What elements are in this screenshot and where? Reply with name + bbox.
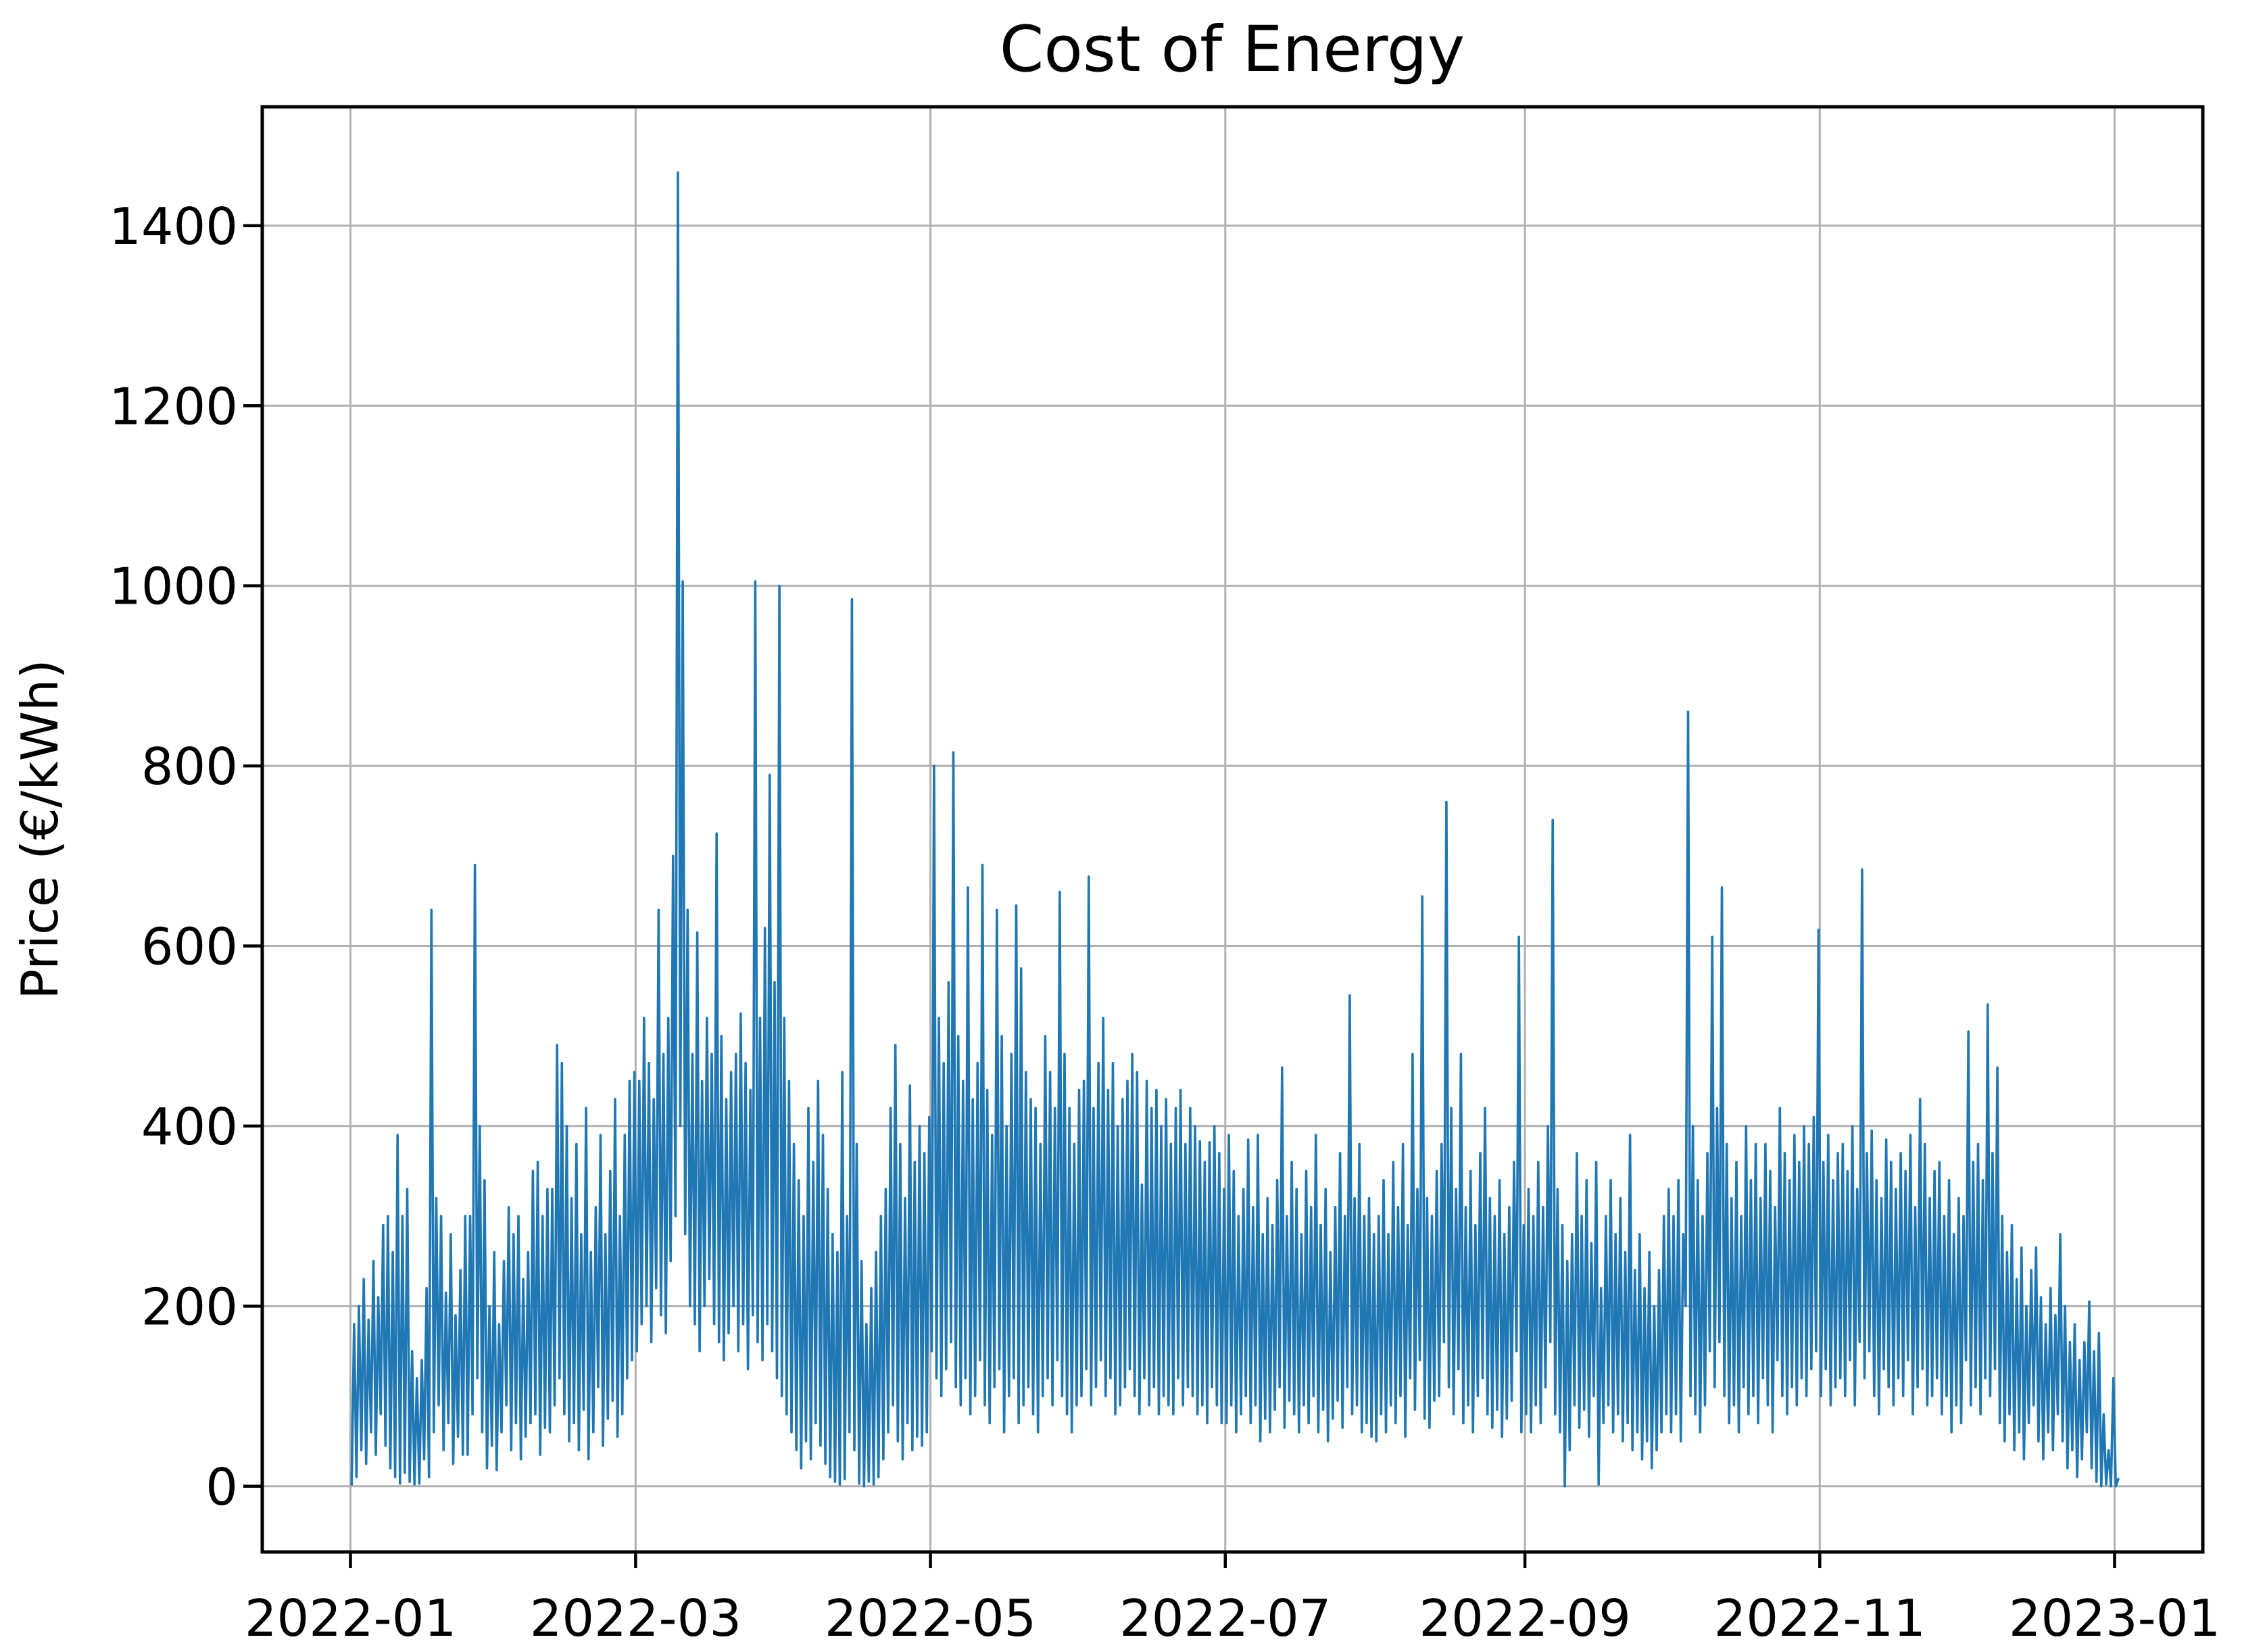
y-tick-label: 600 (141, 917, 238, 977)
x-tick-label: 2022-07 (1119, 1588, 1331, 1648)
x-tick-label: 2022-11 (1714, 1588, 1926, 1648)
plot-border (260, 105, 2205, 1554)
y-tick-label: 400 (141, 1097, 238, 1157)
x-tick-label: 2022-09 (1419, 1588, 1630, 1648)
axes-layer (260, 105, 2205, 1554)
x-tick-label: 2022-05 (825, 1588, 1036, 1648)
y-tick-label: 800 (141, 737, 238, 796)
y-tick-label: 0 (205, 1457, 238, 1517)
chart-title: Cost of Energy (1000, 13, 1465, 87)
y-tick-label: 1400 (109, 197, 238, 256)
x-tick-label: 2022-01 (245, 1588, 456, 1648)
price-line (350, 171, 2120, 1488)
x-tick-label: 2023-01 (2009, 1588, 2220, 1648)
y-tick-label: 1000 (109, 557, 238, 616)
y-tick-label: 1200 (109, 376, 238, 436)
x-tick-label: 2022-03 (530, 1588, 741, 1648)
tick-layer: 2022-01 2022-03 2022-05 2022-07 2022-09 2022-… (109, 197, 2220, 1648)
series-layer (350, 171, 2120, 1488)
grid-layer (262, 107, 2203, 1552)
y-axis-label: Price (€/kWh) (10, 659, 70, 999)
y-tick-label: 200 (141, 1277, 238, 1336)
